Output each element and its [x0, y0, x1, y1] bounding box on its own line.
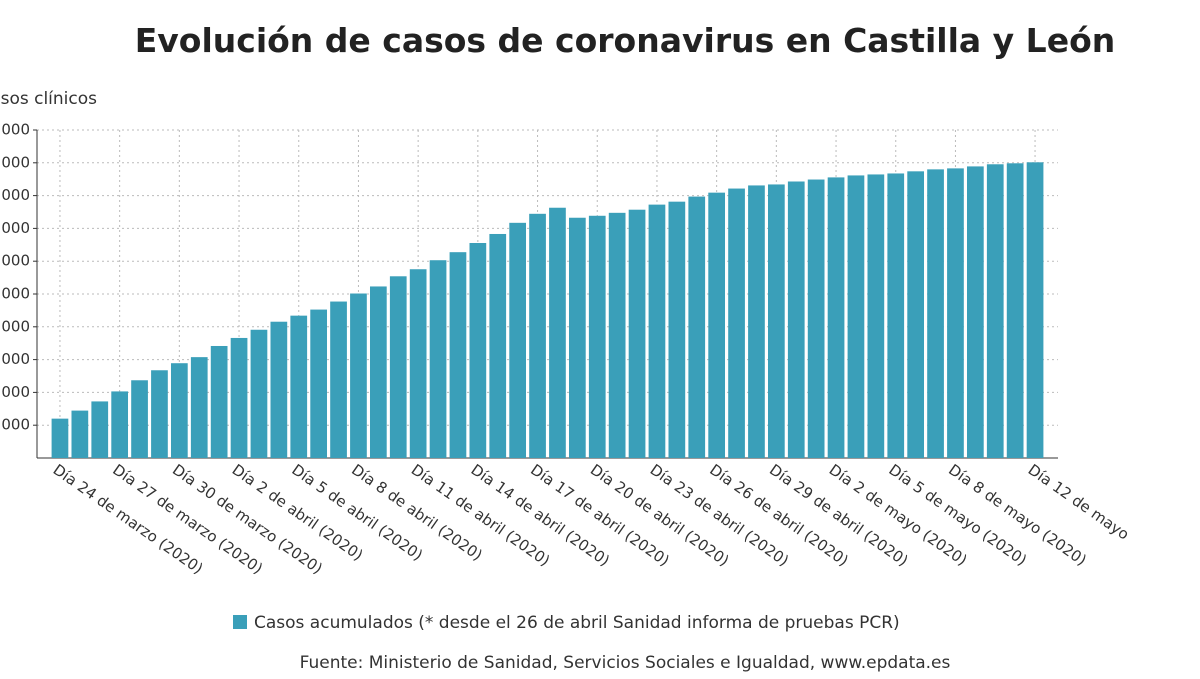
bar — [827, 177, 845, 458]
bar — [330, 301, 347, 458]
bar — [787, 181, 805, 458]
bar — [210, 345, 228, 458]
bar — [529, 213, 546, 458]
bar — [648, 204, 666, 458]
bar — [1026, 162, 1044, 459]
y-tick-label: 8.000 — [0, 317, 30, 335]
y-axis-title: Casos clínicos — [0, 89, 97, 109]
y-tick-label: 2.000 — [0, 416, 30, 434]
bar — [449, 252, 467, 458]
y-tick-label: 18.000 — [0, 153, 30, 171]
bar — [111, 391, 129, 458]
bar — [91, 401, 109, 458]
bar — [549, 207, 566, 458]
bar — [588, 215, 606, 458]
y-tick-label: 10.000 — [0, 285, 30, 303]
bar — [170, 363, 188, 458]
y-tick-label: 6.000 — [0, 350, 30, 368]
bar — [668, 201, 686, 458]
bar — [986, 164, 1004, 458]
bar — [927, 169, 944, 459]
bar — [608, 212, 626, 458]
bar — [728, 188, 745, 458]
bar — [708, 192, 726, 458]
y-tick-label: 4.000 — [0, 383, 30, 401]
bar — [509, 222, 527, 458]
y-tick-label: 20.000 — [0, 121, 30, 139]
bar — [350, 293, 367, 458]
legend-swatch — [233, 615, 247, 629]
legend-label: Casos acumulados (* desde el 26 de abril… — [254, 613, 900, 633]
bar — [748, 185, 765, 458]
bar — [409, 269, 427, 458]
bar — [71, 410, 89, 458]
bar — [628, 209, 646, 458]
chart-title: Evolución de casos de coronavirus en Cas… — [135, 21, 1116, 60]
bar — [847, 175, 865, 459]
bar — [429, 260, 447, 458]
bar — [369, 286, 387, 458]
bar — [907, 171, 925, 458]
y-tick-label: 14.000 — [0, 219, 30, 237]
bar — [270, 321, 288, 458]
bar — [767, 184, 785, 458]
bar — [469, 242, 487, 458]
bar — [887, 173, 905, 458]
bar — [51, 418, 69, 458]
bar — [489, 233, 507, 458]
bar — [1006, 163, 1024, 459]
bar — [290, 315, 308, 458]
bar — [250, 329, 268, 458]
bar — [807, 179, 825, 458]
bar — [310, 309, 328, 458]
bar — [568, 217, 586, 458]
bar — [966, 166, 984, 458]
y-tick-label: 12.000 — [0, 252, 30, 270]
bar — [151, 370, 168, 458]
y-tick-label: 16.000 — [0, 186, 30, 204]
bar — [131, 380, 148, 458]
source: Fuente: Ministerio de Sanidad, Servicios… — [300, 653, 951, 673]
bar — [688, 196, 706, 459]
bar — [867, 174, 885, 458]
bar — [190, 357, 208, 458]
bar — [947, 168, 964, 458]
bar — [389, 276, 407, 458]
bar — [230, 337, 248, 458]
